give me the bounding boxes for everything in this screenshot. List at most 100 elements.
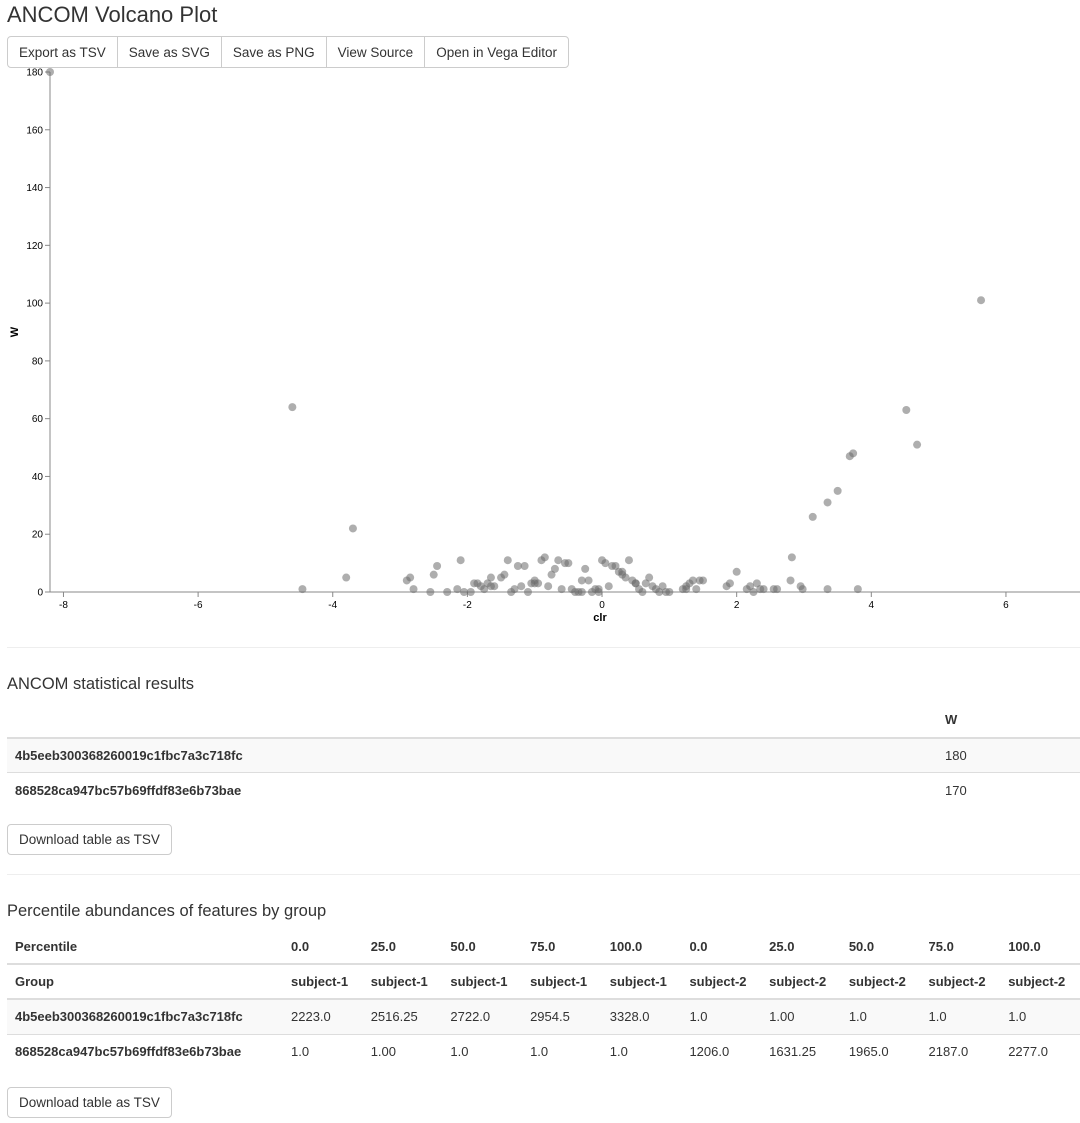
- scatter-point: [618, 567, 627, 576]
- group-header-label: Group: [7, 964, 283, 1000]
- scatter-point: [786, 576, 795, 585]
- stats-header-w: W: [937, 702, 1080, 739]
- stats-table: W 4b5eeb300368260019c1fbc7a3c718fc 180 8…: [7, 702, 1080, 807]
- scatter-point: [759, 585, 768, 594]
- open-vega-editor-button[interactable]: Open in Vega Editor: [424, 36, 570, 68]
- abundance-value: 1.0: [601, 1033, 682, 1069]
- abundance-value: 2187.0: [920, 1033, 1001, 1069]
- scatter-point: [530, 579, 539, 588]
- section-divider: [7, 874, 1080, 875]
- scatter-point: [503, 556, 512, 565]
- abundance-value: 2223.0: [283, 998, 363, 1034]
- x-tick-label: 4: [869, 600, 875, 611]
- scatter-point: [658, 582, 667, 591]
- scatter-point: [692, 585, 701, 594]
- scatter-point: [557, 585, 566, 594]
- scatter-point: [426, 588, 435, 596]
- x-tick-label: -4: [328, 600, 337, 611]
- table-row: 4b5eeb300368260019c1fbc7a3c718fc 2223.0 25…: [7, 998, 1080, 1034]
- scatter-point: [746, 582, 755, 591]
- w-value: 170: [937, 772, 1080, 807]
- scatter-point: [517, 582, 526, 591]
- scatter-point: [688, 576, 697, 585]
- y-axis-label: W: [9, 326, 21, 337]
- export-tsv-button[interactable]: Export as TSV: [7, 36, 118, 68]
- abundance-value: 1.0: [920, 998, 1001, 1034]
- percentile-header-cell: 0.0: [283, 929, 363, 965]
- scatter-point: [787, 553, 796, 562]
- download-percentile-tsv-button[interactable]: Download table as TSV: [7, 1087, 172, 1118]
- x-axis-label: clr: [593, 612, 607, 624]
- scatter-point: [624, 556, 633, 565]
- scatter-point: [584, 576, 593, 585]
- percentile-header-cell: 100.0: [601, 929, 682, 965]
- abundance-value: 2954.5: [522, 998, 602, 1034]
- abundance-value: 1.0: [442, 1033, 523, 1069]
- percentile-header-cell: 50.0: [840, 929, 921, 965]
- group-header-cell: subject-2: [1000, 964, 1080, 1000]
- abundance-value: 2722.0: [442, 998, 523, 1034]
- scatter-point: [460, 588, 469, 596]
- scatter-point: [510, 585, 519, 594]
- percentile-header-label: Percentile: [7, 929, 283, 965]
- y-tick-label: 40: [32, 472, 44, 483]
- group-header-cell: subject-2: [761, 964, 841, 1000]
- table-row: 868528ca947bc57b69ffdf83e6b73bae 1.0 1.00 1…: [7, 1033, 1080, 1069]
- scatter-point: [486, 573, 495, 582]
- feature-id: 4b5eeb300368260019c1fbc7a3c718fc: [7, 998, 283, 1034]
- x-tick-label: -8: [59, 600, 68, 611]
- x-tick-label: 0: [599, 600, 605, 611]
- group-header-cell: subject-2: [920, 964, 1001, 1000]
- scatter-point: [550, 564, 559, 573]
- abundance-value: 1.0: [840, 998, 921, 1034]
- y-tick-label: 100: [26, 299, 43, 310]
- download-stats-tsv-button[interactable]: Download table as TSV: [7, 824, 172, 855]
- abundance-value: 1206.0: [681, 1033, 762, 1069]
- scatter-point: [513, 562, 522, 570]
- volcano-plot[interactable]: 0 20 40 60 80 100 120 140 160 180 -8 -6 -4 -2 0 2 4 6 clr W: [0, 66, 1080, 626]
- abundance-value: 1.0: [522, 1033, 602, 1069]
- plot-points: [46, 68, 986, 596]
- scatter-point: [456, 556, 465, 565]
- scatter-point: [480, 585, 489, 594]
- scatter-point: [342, 573, 351, 582]
- group-header-cell: subject-2: [840, 964, 921, 1000]
- save-svg-button[interactable]: Save as SVG: [116, 36, 222, 68]
- plot-axes: 0 20 40 60 80 100 120 140 160 180 -8 -6 -4 -2 0 2 4 6 clr W: [9, 68, 1080, 624]
- scatter-point: [853, 585, 862, 594]
- stats-header-feature: [7, 702, 937, 739]
- scatter-point: [594, 585, 603, 594]
- percentile-header-cell: 75.0: [522, 929, 602, 965]
- scatter-point: [798, 585, 807, 594]
- scatter-point: [645, 573, 654, 582]
- scatter-point: [486, 582, 495, 591]
- scatter-point: [581, 564, 590, 573]
- scatter-point: [523, 588, 532, 596]
- save-png-button[interactable]: Save as PNG: [220, 36, 327, 68]
- scatter-point: [577, 576, 586, 585]
- abundance-value: 2277.0: [1000, 1033, 1080, 1069]
- scatter-point: [409, 585, 418, 594]
- scatter-point: [453, 585, 462, 594]
- x-tick-label: -6: [194, 600, 203, 611]
- abundance-value: 1.0: [283, 1033, 363, 1069]
- scatter-point: [611, 562, 620, 570]
- scatter-point: [544, 582, 553, 591]
- stats-header-row: W: [7, 702, 1080, 739]
- scatter-point: [577, 588, 586, 596]
- scatter-point: [808, 512, 817, 521]
- stats-section-title: ANCOM statistical results: [7, 675, 195, 693]
- x-tick-label: 6: [1003, 600, 1009, 611]
- scatter-point: [547, 570, 556, 579]
- group-header-cell: subject-1: [601, 964, 682, 1000]
- page-title: ANCOM Volcano Plot: [7, 2, 218, 27]
- y-tick-label: 140: [26, 183, 43, 194]
- scatter-point: [977, 296, 986, 305]
- scatter-point: [823, 585, 832, 594]
- scatter-point: [732, 567, 741, 576]
- percentile-header-cell: 100.0: [1000, 929, 1080, 965]
- y-tick-label: 0: [37, 588, 43, 599]
- scatter-point: [402, 576, 411, 585]
- view-source-button[interactable]: View Source: [325, 36, 426, 68]
- abundance-value: 1.0: [1000, 998, 1080, 1034]
